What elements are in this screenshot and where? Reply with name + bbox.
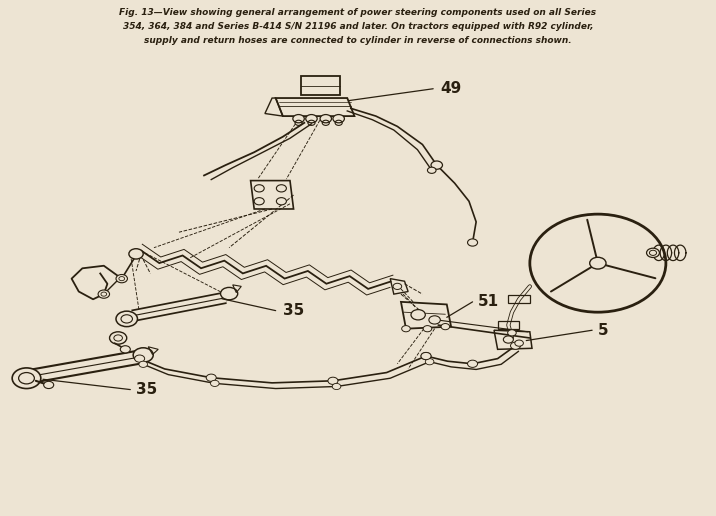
Circle shape xyxy=(423,326,432,332)
Bar xyxy=(301,76,340,95)
Circle shape xyxy=(120,346,130,353)
Text: supply and return hoses are connected to cylinder in reverse of connections show: supply and return hoses are connected to… xyxy=(144,36,572,45)
Text: 35: 35 xyxy=(283,303,304,318)
Circle shape xyxy=(333,115,344,123)
Circle shape xyxy=(211,380,219,386)
Circle shape xyxy=(19,373,34,384)
Circle shape xyxy=(649,250,657,255)
Circle shape xyxy=(221,287,238,300)
Circle shape xyxy=(441,324,450,330)
Circle shape xyxy=(254,198,264,205)
Text: 35: 35 xyxy=(136,382,158,397)
Circle shape xyxy=(12,368,41,389)
Text: 354, 364, 384 and Series B-414 S/N 21196 and later. On tractors equipped with R9: 354, 364, 384 and Series B-414 S/N 21196… xyxy=(122,22,594,30)
Text: 49: 49 xyxy=(440,81,462,96)
Circle shape xyxy=(135,355,145,362)
Circle shape xyxy=(468,360,478,367)
Circle shape xyxy=(468,239,478,246)
Circle shape xyxy=(114,335,122,341)
Circle shape xyxy=(511,342,521,349)
Circle shape xyxy=(431,161,442,169)
Circle shape xyxy=(110,332,127,344)
Bar xyxy=(498,321,519,329)
Circle shape xyxy=(425,359,434,365)
Circle shape xyxy=(98,290,110,298)
Circle shape xyxy=(508,330,516,336)
Circle shape xyxy=(320,115,332,123)
Circle shape xyxy=(133,348,153,362)
Circle shape xyxy=(276,198,286,205)
Circle shape xyxy=(276,185,286,192)
Circle shape xyxy=(421,352,431,360)
Circle shape xyxy=(306,115,317,123)
Text: 51: 51 xyxy=(478,294,500,310)
Circle shape xyxy=(429,316,440,324)
Circle shape xyxy=(116,275,127,283)
Circle shape xyxy=(503,336,513,343)
Circle shape xyxy=(254,185,264,192)
Circle shape xyxy=(332,383,341,390)
Circle shape xyxy=(515,340,523,346)
Text: 5: 5 xyxy=(598,322,609,338)
Bar xyxy=(508,295,530,303)
Circle shape xyxy=(590,257,606,269)
Circle shape xyxy=(139,361,147,367)
Circle shape xyxy=(647,248,659,257)
Circle shape xyxy=(121,315,132,323)
Text: Fig. 13—View showing general arrangement of power steering components used on al: Fig. 13—View showing general arrangement… xyxy=(120,8,596,17)
Circle shape xyxy=(402,326,410,332)
Circle shape xyxy=(328,377,338,384)
Circle shape xyxy=(293,115,304,123)
Circle shape xyxy=(129,249,143,259)
Circle shape xyxy=(116,311,137,327)
Circle shape xyxy=(393,283,402,289)
Circle shape xyxy=(44,381,54,389)
Circle shape xyxy=(206,374,216,381)
Circle shape xyxy=(421,352,431,360)
Circle shape xyxy=(427,167,436,173)
Circle shape xyxy=(411,310,425,320)
